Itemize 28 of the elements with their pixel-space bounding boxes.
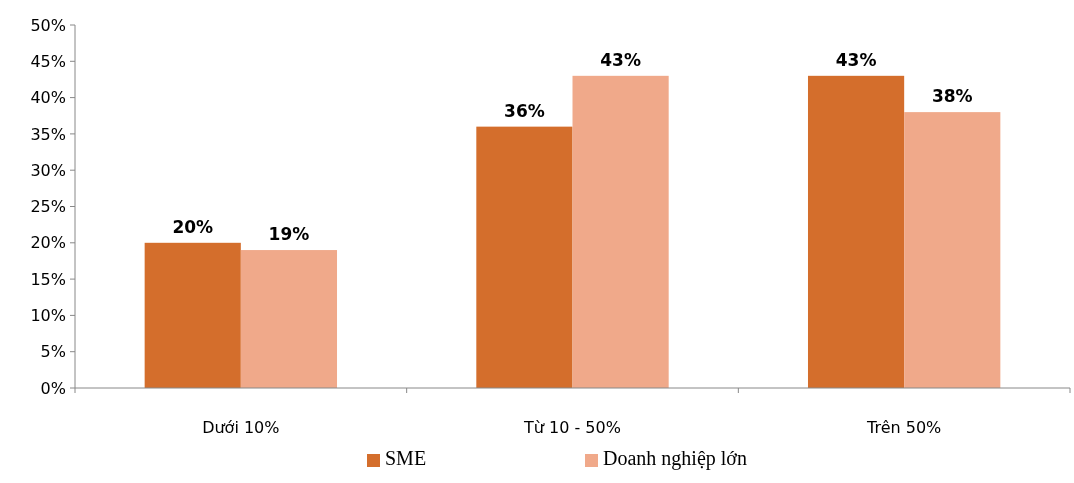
bar [476, 126, 573, 388]
y-tick-label: 45% [30, 51, 66, 71]
data-label: 36% [504, 100, 545, 121]
data-label: 19% [268, 224, 310, 245]
y-tick-label: 5% [40, 342, 66, 362]
data-label: 38% [931, 86, 973, 107]
x-tick-label: Dưới 10% [202, 418, 280, 437]
bar [807, 75, 905, 388]
x-tick-label: Từ 10 - 50% [523, 418, 621, 437]
x-tick-label: Trên 50% [866, 418, 942, 437]
y-tick-label: 35% [30, 124, 66, 144]
y-tick-label: 50% [30, 15, 66, 35]
data-label: 43% [600, 49, 641, 70]
y-tick-label: 30% [30, 160, 66, 180]
data-label: 20% [172, 216, 214, 237]
bar [904, 112, 1001, 388]
legend-label: SME [385, 447, 427, 469]
legend-label: Doanh nghiệp lớn [603, 447, 747, 470]
y-tick-label: 25% [30, 197, 66, 217]
y-tick-label: 20% [30, 233, 66, 253]
bar [572, 75, 669, 388]
y-tick-label: 10% [30, 306, 66, 325]
data-label: 43% [835, 49, 877, 70]
y-tick-label: 0% [40, 378, 66, 398]
y-tick-label: 40% [30, 88, 66, 108]
bar [144, 242, 241, 388]
y-tick-label: 15% [30, 269, 66, 289]
bar [240, 250, 338, 388]
